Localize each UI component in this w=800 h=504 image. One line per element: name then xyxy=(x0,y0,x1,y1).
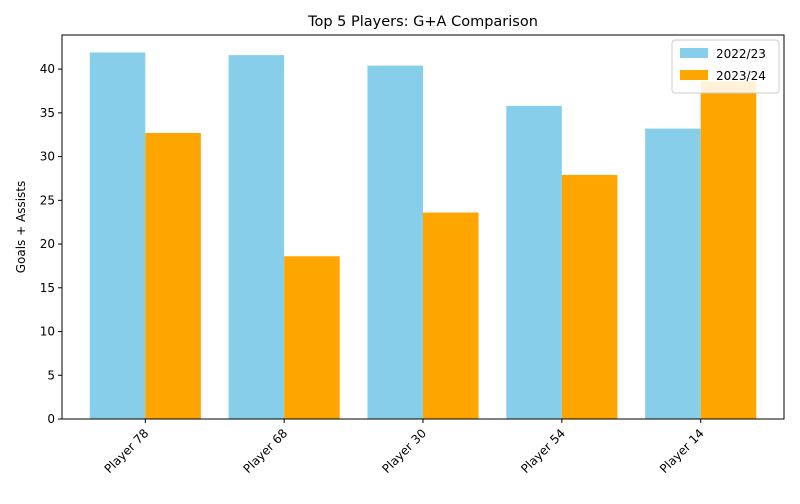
y-tick-label: 30 xyxy=(40,150,55,164)
bar-1-5 xyxy=(645,128,701,419)
legend-swatch xyxy=(680,48,708,58)
bar-2-1 xyxy=(145,132,201,419)
bar-1-3 xyxy=(367,65,423,419)
y-axis-label: Goals + Assists xyxy=(14,181,28,274)
bar-2-5 xyxy=(700,81,757,419)
y-tick-label: 25 xyxy=(40,193,55,207)
x-tick-label: Player 78 xyxy=(102,426,152,476)
y-tick-label: 0 xyxy=(47,412,55,426)
bar-2-2 xyxy=(284,256,340,419)
bar-2-4 xyxy=(561,174,618,419)
x-tick-label: Player 54 xyxy=(518,426,568,476)
x-tick-label: Player 30 xyxy=(379,426,429,476)
legend: 2022/23 2023/24 xyxy=(671,39,780,94)
bar-1-4 xyxy=(506,105,562,420)
y-tick-label: 15 xyxy=(40,281,55,295)
y-tick-label: 20 xyxy=(40,237,55,251)
bars-layer xyxy=(89,52,757,420)
x-tick-label: Player 14 xyxy=(657,426,707,476)
y-tick-label: 35 xyxy=(40,106,55,120)
chart-title: Top 5 Players: G+A Comparison xyxy=(307,14,538,30)
bar-1-2 xyxy=(228,55,285,420)
y-tick-label: 10 xyxy=(40,325,55,339)
y-tick-label: 5 xyxy=(47,368,55,382)
legend-swatch xyxy=(680,70,708,80)
bar-1-1 xyxy=(89,52,146,420)
y-tick-label: 40 xyxy=(40,62,55,76)
x-tick-label: Player 68 xyxy=(240,426,290,476)
bar-2-3 xyxy=(423,212,479,419)
legend-label: 2023/24 xyxy=(716,69,766,83)
legend-label: 2022/23 xyxy=(716,47,766,61)
